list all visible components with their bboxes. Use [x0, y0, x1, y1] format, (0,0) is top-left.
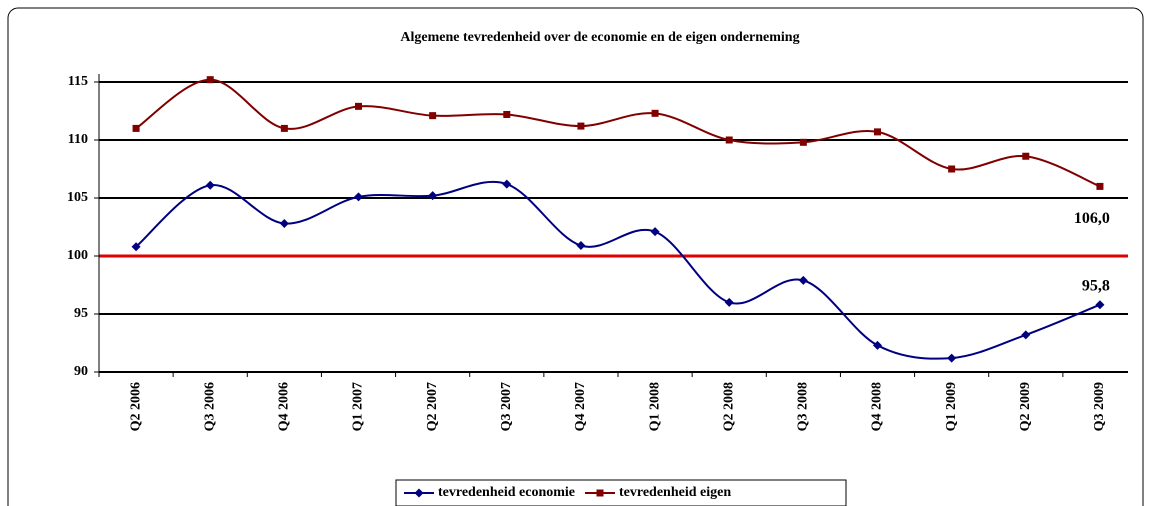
y-tick-label: 115 — [68, 74, 88, 89]
chart-title: Algemene tevredenheid over de economie e… — [400, 30, 799, 45]
x-tick-label: Q3 2008 — [796, 382, 811, 431]
marker — [724, 297, 734, 307]
marker — [596, 489, 604, 497]
y-tick-label: 110 — [68, 132, 88, 147]
x-tick-label: Q1 2009 — [944, 382, 959, 431]
data-label: 106,0 — [1074, 210, 1110, 227]
marker — [206, 76, 214, 84]
marker — [428, 191, 438, 201]
marker — [1021, 330, 1031, 340]
marker — [1022, 152, 1030, 160]
marker — [503, 110, 511, 118]
marker — [132, 124, 140, 132]
x-tick-label: Q2 2009 — [1018, 382, 1033, 431]
marker — [279, 219, 289, 229]
marker — [947, 353, 957, 363]
marker — [1095, 300, 1105, 310]
marker — [874, 128, 881, 136]
marker — [414, 488, 424, 498]
legend-box — [395, 479, 847, 506]
marker — [650, 227, 660, 237]
marker — [725, 136, 733, 144]
marker — [576, 241, 586, 251]
legend-label: tevredenheid eigen — [619, 485, 731, 500]
x-tick-label: Q3 2007 — [499, 382, 514, 431]
marker — [948, 165, 956, 173]
marker — [131, 242, 141, 252]
x-tick-label: Q1 2008 — [647, 382, 662, 431]
x-tick-label: Q4 2006 — [277, 382, 292, 431]
x-tick-label: Q2 2008 — [721, 382, 736, 431]
marker — [577, 122, 585, 130]
marker — [429, 112, 437, 120]
legend: tevredenheid economie tevredenheid eigen — [395, 479, 847, 506]
marker — [502, 179, 512, 189]
data-label: 95,8 — [1082, 277, 1110, 294]
legend-label: tevredenheid economie — [438, 485, 575, 500]
x-tick-label: Q1 2007 — [351, 382, 366, 431]
marker — [873, 340, 882, 350]
marker — [280, 124, 288, 132]
marker — [799, 138, 807, 146]
x-tick-label: Q2 2006 — [128, 382, 143, 431]
marker — [354, 192, 363, 202]
y-tick-label: 105 — [67, 190, 88, 205]
marker — [798, 275, 808, 285]
x-tick-label: Q3 2006 — [202, 382, 217, 431]
y-tick-label: 95 — [74, 306, 88, 321]
marker — [1096, 182, 1104, 190]
y-tick-label: 90 — [74, 364, 88, 379]
x-tick-label: Q2 2007 — [425, 382, 440, 431]
marker — [205, 180, 215, 190]
x-tick-label: Q4 2007 — [573, 382, 588, 431]
marker — [651, 109, 659, 117]
marker — [355, 102, 362, 110]
x-tick-label: Q4 2008 — [870, 382, 885, 431]
x-tick-label: Q3 2009 — [1092, 382, 1107, 431]
y-tick-label: 100 — [67, 248, 88, 263]
